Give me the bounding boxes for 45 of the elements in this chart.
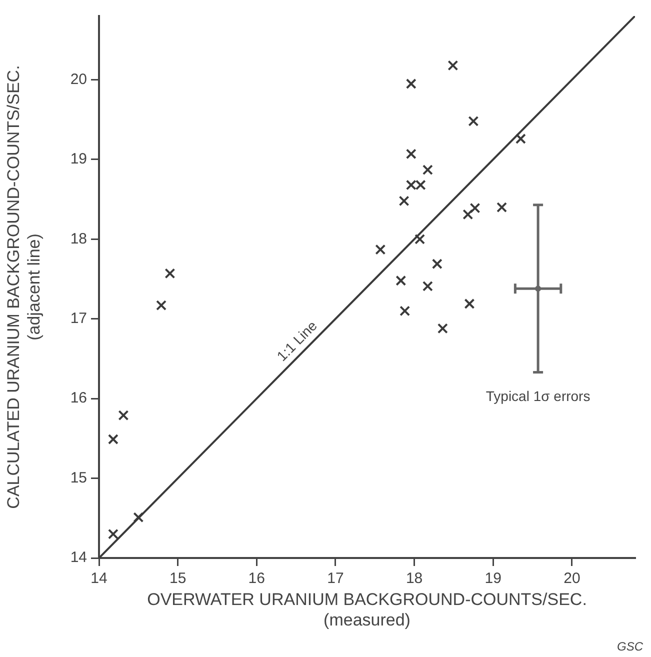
point [406, 78, 416, 89]
point [133, 512, 144, 523]
point [108, 434, 118, 444]
x-tick-label: 19 [484, 570, 502, 588]
point [515, 134, 526, 144]
point [437, 323, 448, 334]
y-tick-label: 20 [70, 70, 87, 88]
point [118, 410, 129, 421]
y-tick-label: 14 [70, 549, 87, 566]
x-tick-label: 15 [169, 570, 186, 588]
point [164, 268, 176, 279]
x-tick-label: 17 [327, 570, 344, 588]
point [375, 244, 386, 255]
point [422, 280, 433, 292]
point [496, 202, 508, 213]
annotation: 1:1 Line [274, 317, 320, 364]
point [406, 180, 416, 190]
point [108, 528, 118, 540]
y-tick-label: 18 [70, 230, 87, 248]
point [470, 202, 480, 214]
point [468, 116, 479, 126]
point [156, 300, 167, 311]
point [398, 196, 410, 206]
point [432, 258, 442, 270]
point [422, 164, 433, 176]
x-tick-label: 14 [90, 570, 108, 588]
y-tick-label: 19 [70, 150, 87, 168]
point [396, 275, 406, 286]
y-axis-title: CALCULATED URANIUM BACKGROUND-COUNTS/SEC. (adjacent line) [4, 65, 44, 509]
y-tick-label: 17 [70, 310, 87, 328]
point [414, 234, 426, 244]
point [464, 298, 475, 309]
point [462, 209, 474, 220]
point [400, 306, 410, 316]
y-tick-label: 15 [70, 469, 87, 486]
y-tick-label: 16 [70, 390, 87, 407]
x-tick-label: 20 [564, 570, 580, 588]
annotation: Typical 1σ errors [486, 388, 590, 404]
text: GSC [616, 639, 644, 654]
point [448, 60, 458, 71]
point [406, 148, 416, 160]
x-tick-label: 16 [248, 570, 265, 588]
x-axis-title: OVERWATER URANIUM BACKGROUND-COUNTS/SEC. (measured) [147, 590, 587, 630]
point [415, 180, 426, 190]
x-tick-label: 18 [406, 570, 423, 588]
